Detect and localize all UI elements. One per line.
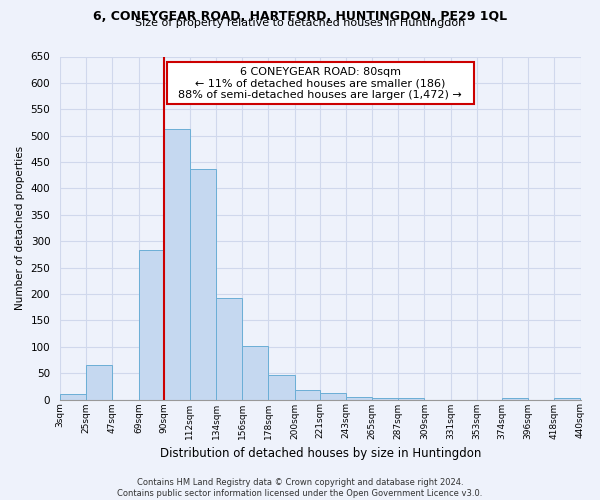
Bar — [346, 397, 372, 400]
Bar — [164, 130, 190, 400]
Bar — [295, 390, 320, 400]
Bar — [60, 394, 86, 400]
X-axis label: Distribution of detached houses by size in Huntingdon: Distribution of detached houses by size … — [160, 447, 481, 460]
Bar — [190, 169, 216, 400]
Text: Contains HM Land Registry data © Crown copyright and database right 2024.
Contai: Contains HM Land Registry data © Crown c… — [118, 478, 482, 498]
Bar — [268, 374, 295, 400]
Text: 6 CONEYGEAR ROAD: 80sqm  
  ← 11% of detached houses are smaller (186)  
  88% o: 6 CONEYGEAR ROAD: 80sqm ← 11% of detache… — [172, 67, 469, 100]
Text: 6, CONEYGEAR ROAD, HARTFORD, HUNTINGDON, PE29 1QL: 6, CONEYGEAR ROAD, HARTFORD, HUNTINGDON,… — [93, 10, 507, 23]
Bar — [372, 398, 398, 400]
Y-axis label: Number of detached properties: Number of detached properties — [15, 146, 25, 310]
Bar — [554, 398, 580, 400]
Text: Size of property relative to detached houses in Huntingdon: Size of property relative to detached ho… — [135, 18, 465, 28]
Bar — [139, 250, 164, 400]
Bar — [502, 398, 528, 400]
Bar — [320, 393, 346, 400]
Bar — [216, 298, 242, 400]
Bar — [242, 346, 268, 400]
Bar — [86, 365, 112, 400]
Bar — [398, 398, 424, 400]
